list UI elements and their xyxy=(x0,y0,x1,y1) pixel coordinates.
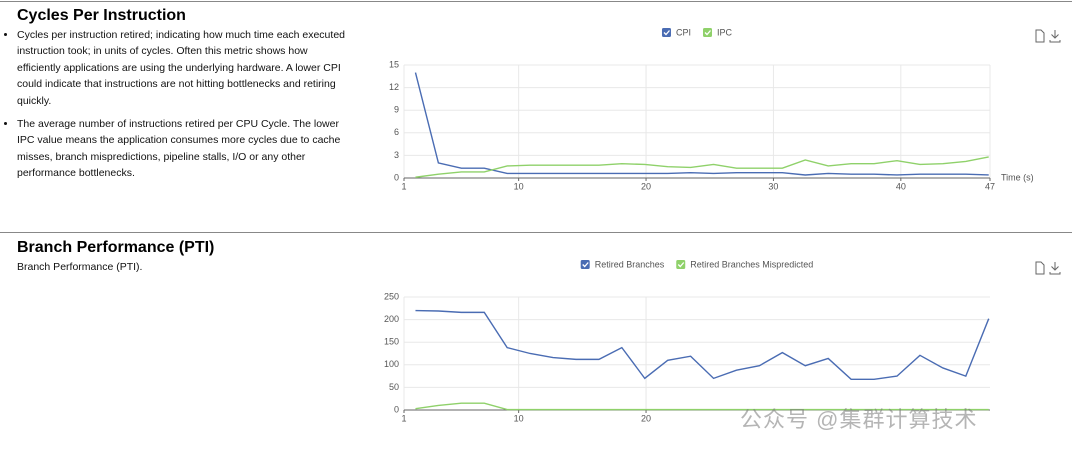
y-tick-label: 250 xyxy=(384,291,399,301)
y-tick-label: 150 xyxy=(384,337,399,347)
download-icon[interactable] xyxy=(1049,262,1061,275)
legend-item[interactable]: Retired Branches Mispredicted xyxy=(676,259,813,269)
doc-icon[interactable] xyxy=(1035,261,1045,275)
y-tick-label: 9 xyxy=(394,105,399,115)
legend-label: Retired Branches xyxy=(595,259,665,269)
legend-checkbox xyxy=(676,260,686,269)
x-axis-label: Time (s) xyxy=(1001,172,1034,182)
x-tick-label: 10 xyxy=(514,181,524,191)
section-title: Branch Performance (PTI) xyxy=(17,239,215,256)
legend-label: Retired Branches Mispredicted xyxy=(690,259,813,269)
y-tick-label: 12 xyxy=(389,82,399,92)
series-line xyxy=(415,309,990,380)
legend-checkbox xyxy=(661,28,671,37)
separator xyxy=(0,1,1072,2)
description: Cycles per instruction retired; indicati… xyxy=(0,27,347,189)
series-line xyxy=(415,402,989,411)
x-tick-label: 10 xyxy=(514,413,524,423)
legend-item[interactable]: CPI xyxy=(661,27,691,37)
y-tick-label: 100 xyxy=(384,359,399,369)
section-title: Cycles Per Instruction xyxy=(17,7,186,24)
y-tick-label: 6 xyxy=(394,127,399,137)
description: Branch Performance (PTI). xyxy=(17,261,143,273)
x-tick-label: 40 xyxy=(896,181,906,191)
check-icon xyxy=(663,30,670,36)
check-icon xyxy=(704,30,711,36)
chart: 0 3 6 9 12 15 1 10 20 30 40 47 Time (s) CPI IPC xyxy=(389,27,1061,191)
x-tick-label: 20 xyxy=(641,181,651,191)
y-tick-label: 200 xyxy=(384,314,399,324)
y-tick-label: 3 xyxy=(394,150,399,160)
y-tick-label: 0 xyxy=(394,172,399,182)
legend: Retired Branches Retired Branches Mispred… xyxy=(580,259,813,269)
check-icon xyxy=(582,262,589,268)
x-tick-label: 1 xyxy=(401,413,406,423)
x-tick-label: 30 xyxy=(768,181,778,191)
doc-icon[interactable] xyxy=(1035,29,1045,43)
separator xyxy=(0,232,1072,233)
series-line xyxy=(414,72,989,176)
legend: CPI IPC xyxy=(661,27,733,37)
legend-label: IPC xyxy=(717,27,733,37)
legend-label: CPI xyxy=(676,27,691,37)
x-tick-label: 47 xyxy=(985,181,995,191)
bullet: The average number of instructions retir… xyxy=(17,116,347,182)
download-icon[interactable] xyxy=(1049,30,1061,43)
y-tick-label: 0 xyxy=(394,404,399,414)
x-tick-label: 20 xyxy=(641,413,651,423)
y-tick-label: 15 xyxy=(389,59,399,69)
y-tick-label: 50 xyxy=(389,382,399,392)
x-tick-label: 1 xyxy=(401,181,406,191)
legend-item[interactable]: Retired Branches xyxy=(580,259,665,269)
check-icon xyxy=(677,262,685,268)
legend-checkbox xyxy=(703,28,712,37)
legend-checkbox xyxy=(580,260,590,269)
watermark: 公众号 @集群计算技术 xyxy=(740,407,978,432)
bullet: Cycles per instruction retired; indicati… xyxy=(17,27,347,109)
legend-item[interactable]: IPC xyxy=(703,27,733,37)
series-line xyxy=(415,156,989,178)
